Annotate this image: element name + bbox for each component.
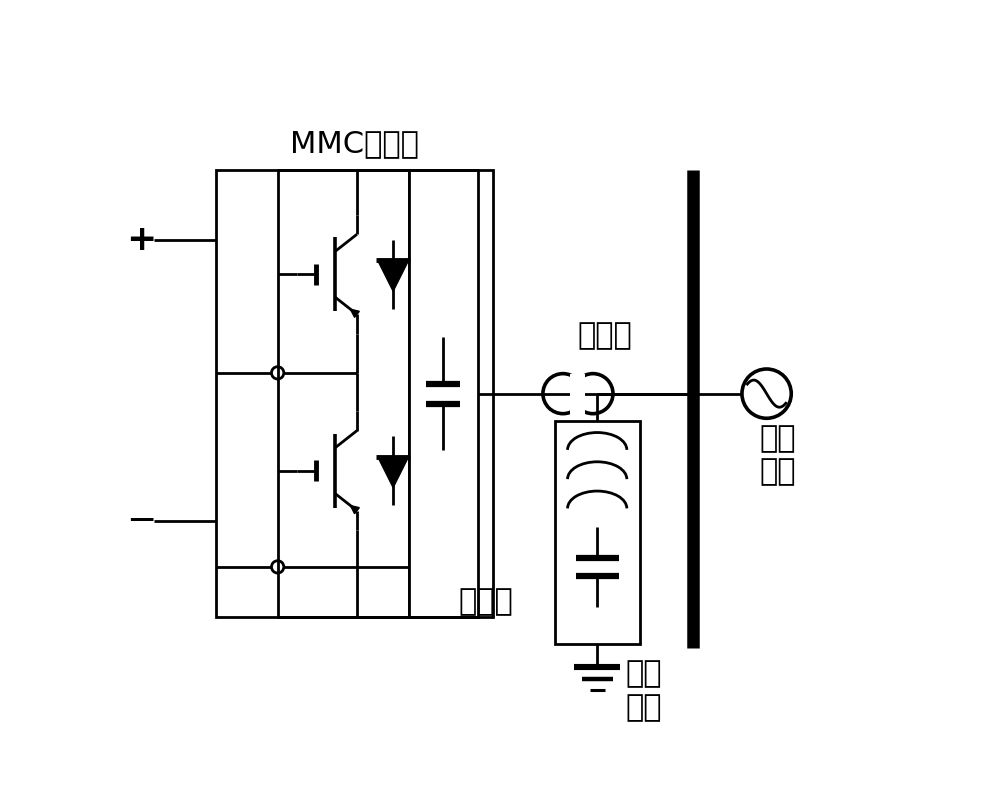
Text: +: + (126, 223, 157, 257)
Text: 并网
母线: 并网 母线 (625, 659, 662, 722)
Bar (570, 373, 585, 414)
Text: −: − (126, 504, 156, 538)
Polygon shape (350, 309, 359, 318)
Text: MMC换流器: MMC换流器 (290, 129, 419, 158)
Bar (216, 170, 493, 617)
Bar (555, 420, 640, 644)
Polygon shape (378, 261, 409, 292)
Text: 滤波器: 滤波器 (458, 587, 513, 616)
Text: 换流变: 换流变 (578, 322, 632, 351)
Bar (278, 170, 409, 617)
Polygon shape (350, 505, 359, 514)
Polygon shape (378, 457, 409, 488)
Text: 交流
电网: 交流 电网 (760, 424, 796, 487)
Bar (409, 170, 478, 617)
